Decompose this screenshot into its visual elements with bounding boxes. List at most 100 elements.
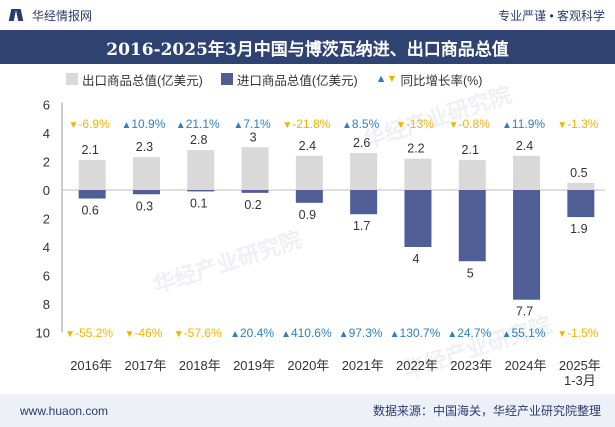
import-data-label: 0.6 (81, 204, 98, 218)
legend-swatch-import (220, 73, 233, 85)
import-growth-label: ▲55.1% (502, 326, 546, 340)
export-bar (350, 152, 378, 190)
import-growth-label: ▼-46% (124, 326, 162, 340)
export-bar (567, 182, 595, 190)
export-data-label: 2.4 (516, 139, 533, 153)
export-growth-label: ▼-6.9% (69, 117, 111, 131)
legend-label-growth: 同比增长率(%) (400, 73, 483, 88)
import-data-label: 1.9 (570, 222, 587, 236)
x-tick-label: 2021年 (342, 358, 384, 373)
import-growth-label: ▲97.3% (339, 326, 383, 340)
triangle-down-icon: ▼ (386, 73, 398, 85)
x-tick-label: 2022年 (396, 358, 438, 373)
brand-name: 华经情报网 (32, 8, 93, 23)
footer-website: www.huaon.com (20, 403, 109, 418)
y-tick-label: 2 (43, 212, 50, 227)
x-tick-label: 2025年 (559, 358, 601, 373)
x-tick-label: 2016年 (70, 358, 112, 373)
y-tick-label: 8 (43, 297, 50, 312)
export-growth-label: ▲11.9% (502, 117, 545, 131)
triangle-up-icon: ▲ (375, 73, 387, 85)
import-bar (350, 190, 378, 215)
import-growth-label: ▼-57.6% (174, 326, 222, 340)
export-data-label: 2.2 (407, 142, 424, 156)
footer-source: 数据来源：中国海关，华经产业研究院整理 (372, 404, 601, 418)
y-tick-label: 0 (43, 183, 50, 198)
import-bar (78, 190, 106, 199)
y-tick-label: 4 (43, 126, 50, 141)
legend-label-export: 出口商品总值(亿美元) (82, 73, 203, 88)
y-tick-label: 2 (43, 155, 50, 170)
export-data-label: 2.3 (136, 140, 153, 154)
import-data-label: 1.7 (353, 219, 370, 233)
export-growth-label: ▲8.5% (342, 117, 380, 131)
legend-item-growth: ▲ ▼ 同比增长率(%) (376, 70, 483, 89)
import-data-label: 5 (467, 266, 474, 280)
export-data-label: 3 (250, 130, 257, 144)
import-growth-label: ▼-1.5% (557, 326, 599, 340)
x-tick-label: 2018年 (179, 358, 221, 373)
x-tick-label: 2020年 (287, 358, 329, 373)
x-tick-label: 2023年 (450, 358, 492, 373)
export-data-label: 0.5 (570, 166, 587, 180)
import-bar (132, 190, 160, 195)
import-data-label: 0.2 (244, 198, 261, 212)
export-bar (458, 160, 486, 190)
y-tick-label: 6 (43, 269, 50, 284)
legend: 出口商品总值(亿美元) 进口商品总值(亿美元) ▲ ▼ 同比增长率(%) (66, 70, 500, 88)
import-growth-label: ▲20.4% (230, 326, 274, 340)
import-growth-label: ▲24.7% (447, 326, 491, 340)
import-growth-label: ▲130.7% (390, 326, 441, 340)
tagline: 专业严谨 • 客观科学 (498, 8, 605, 23)
export-growth-label: ▼-1.3% (557, 117, 599, 131)
import-bar (187, 190, 215, 192)
export-growth-label: ▲21.1% (176, 117, 220, 131)
x-tick-label: 2024年 (505, 358, 547, 373)
import-data-label: 0.3 (136, 199, 153, 213)
x-tick-label: 2017年 (124, 358, 166, 373)
import-bar (458, 190, 486, 262)
export-data-label: 2.6 (353, 136, 370, 150)
footer: www.huaon.com 数据来源：中国海关，华经产业研究院整理 (0, 394, 615, 427)
export-growth-label: ▼-0.8% (449, 117, 491, 131)
import-data-label: 4 (412, 252, 419, 266)
import-data-label: 0.1 (190, 196, 207, 210)
export-bar (295, 155, 323, 190)
export-data-label: 2.4 (299, 139, 316, 153)
x-tick-label: 2019年 (233, 358, 275, 373)
export-bar (404, 158, 432, 190)
export-bar (241, 147, 269, 190)
export-data-label: 2.8 (190, 133, 207, 147)
chart-title: 2016-2025年3月中国与博茨瓦纳进、出口商品总值 (0, 30, 615, 64)
export-bar (78, 160, 106, 190)
legend-item-export: 出口商品总值(亿美元) (66, 70, 203, 89)
export-growth-label: ▼-13% (396, 117, 434, 131)
import-growth-label: ▼-55.2% (65, 326, 113, 340)
export-data-label: 2.1 (462, 143, 479, 157)
y-tick-label: 6 (43, 98, 50, 113)
export-bar (513, 155, 541, 190)
import-bar (404, 190, 432, 247)
brand: 华经情报网 (8, 7, 92, 24)
legend-label-import: 进口商品总值(亿美元) (236, 73, 358, 88)
export-growth-label: ▲10.9% (121, 117, 165, 131)
import-data-label: 0.9 (299, 208, 316, 222)
export-growth-label: ▲7.1% (233, 117, 271, 131)
legend-swatch-export (66, 73, 78, 85)
import-bar (567, 190, 595, 218)
export-data-label: 2.1 (81, 143, 98, 157)
y-tick-label: 10 (36, 326, 50, 341)
top-bar: 华经情报网 专业严谨 • 客观科学 (0, 0, 615, 30)
import-data-label: 7.7 (516, 305, 533, 319)
import-growth-label: ▲410.6% (281, 326, 332, 340)
import-bar (295, 190, 323, 203)
x-tick-label: 1-3月 (564, 373, 596, 388)
import-bar (241, 190, 269, 193)
y-tick-label: 4 (43, 240, 50, 255)
chart-canvas: 6 4 2 0 2 4 6 8 10 2.1 0.6 ▼-6.9% ▼-55.2% 2016年 2.3 0.3… (36, 98, 605, 388)
export-bar (132, 157, 160, 190)
legend-item-import: 进口商品总值(亿美元) (220, 70, 358, 89)
export-growth-label: ▼-21.8% (282, 117, 330, 131)
import-bar (513, 190, 541, 300)
export-bar (187, 150, 215, 190)
